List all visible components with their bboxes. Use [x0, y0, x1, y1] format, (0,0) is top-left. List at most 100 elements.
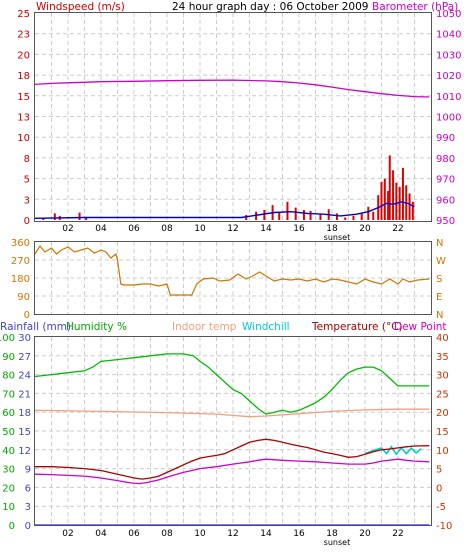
humidity-tick: 30 — [2, 465, 15, 476]
direction-tick: 180 — [11, 274, 30, 285]
panel1-series — [34, 79, 430, 220]
windspeed-tick: 0 — [24, 216, 30, 227]
wind_avg-line — [34, 201, 415, 219]
compass-tick: W — [436, 256, 446, 267]
x-tick-label: 04 — [95, 529, 107, 539]
temperature-tick: -10 — [436, 521, 452, 532]
compass-tick: S — [436, 274, 442, 285]
panel1-grid — [35, 13, 431, 220]
rainfall-tick: 30 — [18, 333, 31, 344]
barometer-tick: 970 — [436, 175, 455, 186]
barometer-tick: 1000 — [436, 113, 461, 124]
humidity-tick: 60 — [2, 408, 15, 419]
x-tick-label: 20 — [359, 224, 371, 234]
x-tick-label: 10 — [194, 529, 206, 539]
x-tick-label: 16 — [293, 529, 305, 539]
x-tick-label: 08 — [161, 529, 173, 539]
x-tick-label: 10 — [194, 224, 206, 234]
windspeed-label: Windspeed (m/s) — [36, 1, 125, 13]
dewpoint-line — [34, 458, 430, 485]
compass-tick: N — [436, 310, 443, 321]
humidity-line — [34, 353, 430, 415]
x-tick-label: 22 — [392, 224, 403, 234]
direction-tick: 270 — [11, 256, 30, 267]
direction-tick: 0 — [24, 310, 30, 321]
x-tick-label: 08 — [161, 224, 173, 234]
temperature-tick: 40 — [436, 333, 449, 344]
rainfall-tick: 27 — [18, 352, 31, 363]
humidity-tick: 0 — [9, 521, 15, 532]
rainfall-label: Rainfall (mm) — [0, 321, 71, 333]
panel2-series — [34, 244, 430, 296]
x-tick-label: 18 — [326, 224, 338, 234]
humidity-tick: 100 — [0, 333, 15, 344]
windspeed-tick: 10 — [17, 133, 30, 144]
rainfall-tick: 18 — [18, 408, 31, 419]
barometer-tick: 950 — [436, 216, 455, 227]
x-tick-label: 20 — [359, 529, 371, 539]
windspeed-tick: 25 — [17, 9, 30, 20]
rainfall-tick: 3 — [25, 502, 31, 513]
rainfall-tick: 21 — [18, 389, 31, 400]
windspeed-tick: 5 — [24, 175, 30, 186]
barometer-tick: 1050 — [436, 9, 461, 20]
x-tick-label: 18 — [326, 529, 338, 539]
chart-title: 24 hour graph day : 06 October 2009 — [172, 1, 368, 13]
direction-tick: 360 — [11, 238, 30, 249]
indoor-temp-label: Indoor temp — [172, 321, 237, 333]
windspeed-tick: 23 — [17, 30, 30, 41]
x-tick-label: 14 — [260, 224, 272, 234]
temperature-tick: 0 — [436, 483, 442, 494]
dewpoint-label: Dew Point — [394, 321, 447, 333]
humidity-tick: 20 — [2, 483, 15, 494]
panel3-series — [34, 353, 430, 526]
x-tick-label: 06 — [128, 224, 140, 234]
rainfall-tick: 12 — [18, 446, 31, 457]
humidity-tick: 90 — [2, 352, 15, 363]
temperature-tick: 15 — [436, 427, 449, 438]
x-tick-label: 04 — [95, 224, 107, 234]
barometer-tick: 960 — [436, 195, 455, 206]
barometer-tick: 1040 — [436, 30, 461, 41]
x-tick-label: 12 — [227, 224, 238, 234]
rainfall-tick: 9 — [25, 465, 31, 476]
sunset-label: sunset — [324, 233, 351, 242]
x-tick-label: 02 — [62, 224, 73, 234]
wind-direction-line — [34, 244, 430, 296]
barometer-tick: 1020 — [436, 71, 461, 82]
rainfall-tick: 6 — [25, 483, 31, 494]
humidity-tick: 10 — [2, 502, 15, 513]
temperature-line — [35, 438, 430, 480]
compass-tick: N — [436, 238, 443, 249]
windspeed-tick: 20 — [17, 50, 30, 61]
humidity-tick: 40 — [2, 446, 15, 457]
barometer-line — [34, 79, 430, 98]
compass-tick: E — [436, 292, 442, 303]
indoor-line — [34, 408, 430, 418]
humidity-tick: 70 — [2, 389, 15, 400]
rainfall-tick: 0 — [25, 521, 31, 532]
temperature-tick: 25 — [436, 389, 449, 400]
barometer-tick: 1010 — [436, 92, 461, 103]
direction-tick: 90 — [17, 292, 30, 303]
x-tick-label: 16 — [293, 224, 305, 234]
barometer-label: Barometer (hPa) — [372, 1, 458, 13]
windspeed-tick: 8 — [24, 154, 30, 165]
temperature-label: Temperature (°C) — [311, 321, 403, 333]
x-tick-label: 12 — [227, 529, 238, 539]
temperature-tick: 5 — [436, 465, 442, 476]
temperature-tick: -5 — [436, 502, 446, 513]
windspeed-tick: 13 — [17, 113, 30, 124]
sunset-label: sunset — [324, 538, 351, 547]
windchill-label: Windchill — [242, 321, 290, 333]
humidity-label: Humidity % — [66, 321, 127, 333]
humidity-tick: 80 — [2, 371, 15, 382]
rainfall-tick: 24 — [18, 371, 31, 382]
x-tick-label: 22 — [392, 529, 403, 539]
barometer-tick: 1030 — [436, 50, 461, 61]
temperature-tick: 30 — [436, 371, 449, 382]
windchill-line — [364, 445, 422, 456]
